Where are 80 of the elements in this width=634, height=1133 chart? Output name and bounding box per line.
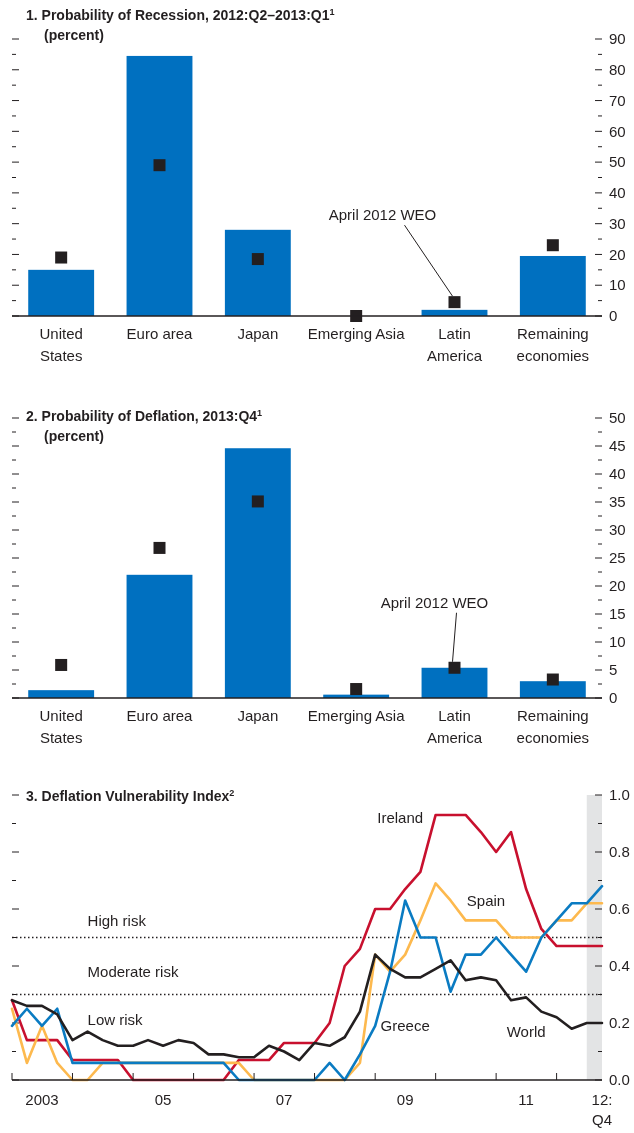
- bar: [28, 269, 95, 316]
- bar: [126, 55, 193, 316]
- point: [350, 683, 363, 696]
- y-tick-label: 25: [609, 549, 626, 567]
- y-tick-label: 0.2: [609, 1014, 630, 1032]
- chart-title: 3. Deflation Vulnerability Index$^{2}$: [26, 788, 235, 804]
- x-tick-label: Latin America: [426, 707, 483, 746]
- chart-subtitle: (percent): [44, 27, 104, 43]
- x-tick-label: Remaining economies: [516, 707, 590, 746]
- y-tick-label: 40: [609, 465, 626, 483]
- series-label: Ireland: [377, 809, 424, 827]
- y-tick-label: 0.6: [609, 900, 630, 918]
- text: April 2012 WEO: [380, 593, 489, 611]
- point: [153, 159, 166, 172]
- x-tick-label: 05: [154, 1091, 172, 1108]
- y-tick-label: 20: [609, 577, 626, 595]
- y-tick-label: 5: [609, 661, 618, 679]
- y-tick-label: 30: [609, 214, 626, 232]
- x-tick-label: Remaining economies: [516, 325, 590, 364]
- chart-title: 2. Probability of Deflation, 2013:Q4$^{1}$: [26, 408, 263, 424]
- y-tick-label: 0: [609, 689, 618, 707]
- line-series: [10, 813, 604, 1082]
- y-tick-label: 10: [609, 276, 626, 294]
- y-tick-label: 70: [609, 91, 626, 109]
- series-label: World: [506, 1022, 546, 1040]
- annotation: Low risk: [87, 1011, 144, 1029]
- point: [251, 253, 264, 266]
- point: [55, 658, 68, 671]
- bar: [224, 229, 291, 316]
- y-tick-label: 10: [609, 633, 626, 651]
- x-tick-label: Euro area: [126, 325, 194, 342]
- x-tick-label: Emerging Asia: [307, 325, 406, 342]
- x-tick-label: 2003: [25, 1091, 59, 1108]
- y-tick-label: 45: [609, 437, 626, 455]
- chart-title: 1. Probability of Recession, 2012:Q2–2013:Q1$^{1}$: [26, 7, 335, 23]
- point: [546, 673, 559, 686]
- y-tick-label: 80: [609, 61, 626, 79]
- line-series: [10, 953, 604, 1062]
- x-tick-label: United States: [39, 325, 83, 364]
- x-tick-label: 11: [518, 1091, 534, 1108]
- series-label: Greece: [380, 1017, 430, 1035]
- y-tick-label: 40: [609, 184, 626, 202]
- text: (percent): [44, 428, 104, 444]
- y-tick-label: 1.0: [609, 786, 630, 804]
- bar: [519, 681, 586, 698]
- x-tick-label: 07: [275, 1091, 293, 1108]
- point: [153, 541, 166, 554]
- series-label: Spain: [466, 891, 506, 909]
- y-tick-label: 0: [609, 307, 618, 325]
- y-tick-label: 60: [609, 122, 626, 140]
- y-tick-label: 35: [609, 493, 626, 511]
- x-tick-label: Euro area: [126, 707, 194, 724]
- point: [546, 239, 559, 252]
- x-tick-label: United States: [39, 707, 83, 746]
- x-tick-label: Japan: [237, 325, 279, 342]
- bar: [126, 574, 193, 698]
- y-tick-label: 0.8: [609, 843, 630, 861]
- text: April 2012 WEO: [328, 206, 437, 224]
- bar: [421, 667, 488, 698]
- y-tick-label: 50: [609, 409, 626, 427]
- x-tick-label: Latin America: [426, 325, 483, 364]
- x-tick-label: 12: Q4: [591, 1091, 613, 1128]
- x-tick-label: Emerging Asia: [307, 707, 406, 724]
- y-tick-label: 30: [609, 521, 626, 539]
- x-tick-label: Japan: [237, 707, 279, 724]
- y-tick-label: 50: [609, 153, 626, 171]
- bar: [519, 255, 586, 316]
- point: [448, 296, 461, 309]
- y-tick-label: 0.0: [609, 1071, 630, 1089]
- annotation: Moderate risk: [87, 962, 179, 980]
- x-tick-label: 09: [396, 1091, 414, 1108]
- point: [251, 495, 264, 508]
- point: [448, 661, 461, 674]
- y-tick-label: 20: [609, 245, 626, 263]
- y-tick-label: 0.4: [609, 957, 630, 975]
- bar: [224, 448, 291, 698]
- y-tick-label: 90: [609, 30, 626, 48]
- annotation: High risk: [87, 911, 147, 929]
- y-tick-label: 15: [609, 605, 626, 623]
- point: [55, 251, 68, 264]
